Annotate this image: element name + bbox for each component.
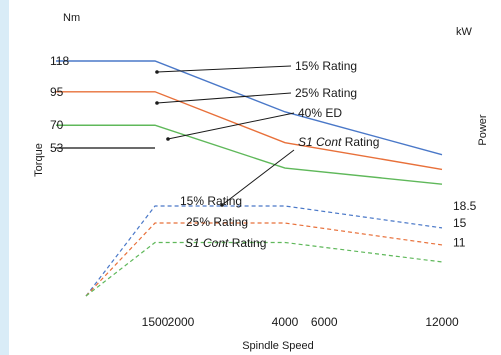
torque-15-rating-line <box>56 60 443 156</box>
torque-25-rating-line <box>56 91 443 171</box>
anno-40-ed: 40% ED <box>298 106 342 120</box>
torque-unit-label: Nm <box>63 12 80 24</box>
x-tick-label: 1500 <box>142 315 169 329</box>
torque-tick-label: 70 <box>50 118 64 132</box>
x-tick-label: 4000 <box>272 315 299 329</box>
power-tick-label: 15 <box>453 216 467 230</box>
annotation-leader-line <box>156 92 292 104</box>
torque-tick-label: 118 <box>50 54 69 68</box>
left-accent-bar <box>0 0 9 355</box>
torque-axis-title: Torque <box>33 143 45 177</box>
annotation-pointer-dot <box>220 203 224 207</box>
x-tick-label: 2000 <box>168 315 195 329</box>
annotation-leader-line <box>156 65 292 73</box>
annotation-leader-line <box>221 149 295 206</box>
anno-15-rating-torque: 15% Rating <box>295 59 357 73</box>
torque-tick-label: 95 <box>50 85 64 99</box>
annotation-pointer-dot <box>155 70 159 74</box>
anno-25-rating-power: 25% Rating <box>186 215 248 229</box>
annotation-pointer-dot <box>155 101 159 105</box>
anno-25-rating-torque: 25% Rating <box>295 86 357 100</box>
annotation-pointer-dot <box>166 137 170 141</box>
annotation-leader-line <box>167 112 295 140</box>
x-tick-label: 12000 <box>425 315 459 329</box>
anno-s1-cont-torque: S1 Cont Rating <box>298 135 379 149</box>
x-axis-title: Spindle Speed <box>242 340 314 352</box>
power-unit-label: kW <box>456 26 473 38</box>
power-tick-label: 11 <box>453 235 466 249</box>
x-tick-label: 6000 <box>311 315 338 329</box>
power-tick-label: 18.5 <box>453 199 477 213</box>
torque-tick-label: 53 <box>50 141 64 155</box>
power-axis-title: Power <box>477 114 489 146</box>
anno-15-rating-power: 15% Rating <box>180 194 242 208</box>
power-25-rating-line <box>85 222 443 297</box>
power-s1-cont-line <box>85 241 443 297</box>
torque-40-ed-line <box>56 124 443 185</box>
power-15-rating-line <box>85 205 443 297</box>
anno-s1-cont-power: S1 Cont Rating <box>185 236 266 250</box>
